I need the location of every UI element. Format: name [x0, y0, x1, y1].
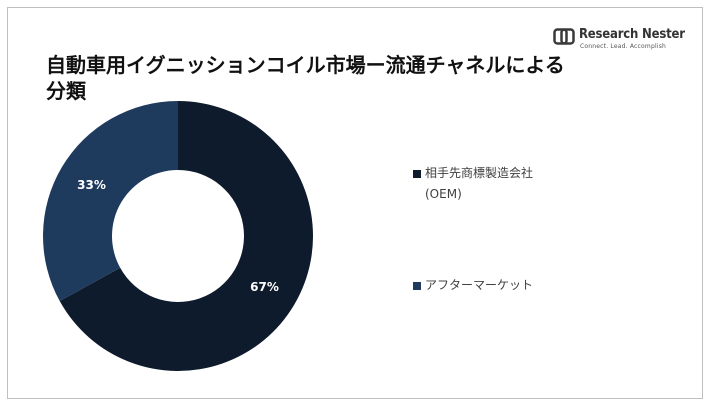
brand-name: Research Nester [579, 27, 685, 42]
legend-swatch [413, 282, 421, 290]
research-nester-logo-icon [553, 28, 575, 45]
data-label-2: 33% [77, 178, 106, 192]
donut-slice-1 [59, 101, 313, 372]
legend-label: アフターマーケット [425, 278, 534, 292]
donut-slice-2 [43, 101, 179, 302]
legend-swatch [413, 170, 421, 178]
legend-label: 相手先商標製造会社 (OEM) [425, 166, 534, 201]
chart-title: 自動車用イグニッションコイル市場ー流通チャネルによる分類 [46, 53, 565, 103]
brand-tagline: Connect. Lead. Accomplish [580, 43, 667, 50]
data-label-1: 67% [250, 280, 279, 294]
